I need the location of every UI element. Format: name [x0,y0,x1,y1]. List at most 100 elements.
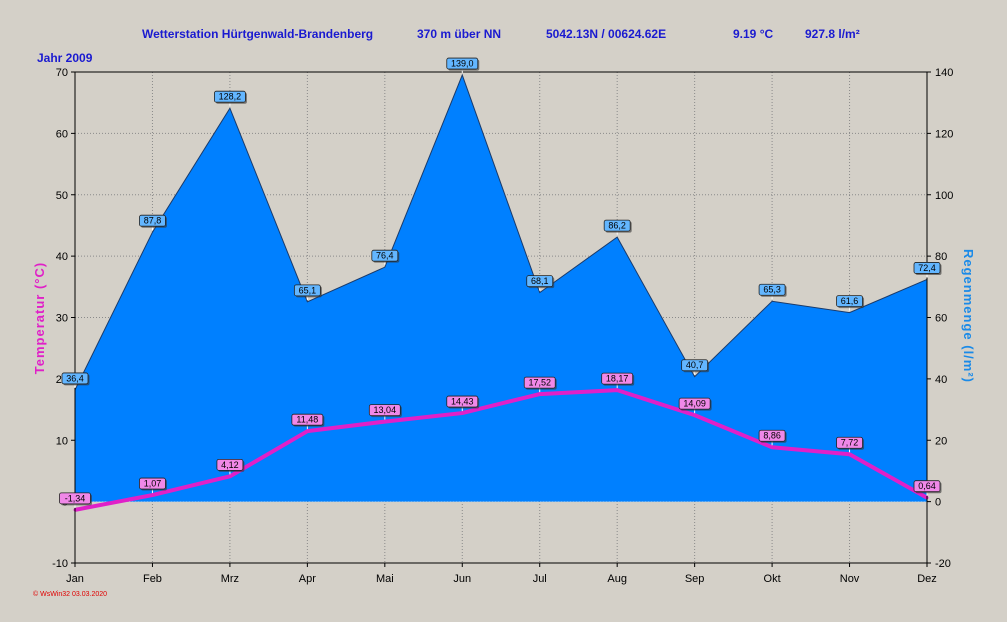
y-right-tick-label: 0 [935,497,941,509]
temperature-point [693,413,697,417]
y-left-tick-label: 30 [56,313,68,325]
temperature-summary: 9.19 °C [733,27,773,41]
temperature-line-series [73,388,929,512]
x-tick-label: Jun [453,573,471,585]
temperature-data-label: 11,48 [296,415,318,425]
x-tick-label: Okt [764,573,781,585]
coordinates-label: 5042.13N / 00624.62E [546,27,666,41]
temperature-data-label-box [216,458,244,471]
rain-data-label-box [293,284,321,297]
temperature-data-label: 8,86 [763,431,781,441]
temperature-data-label-box [59,492,91,505]
temperature-point [150,493,154,497]
temperature-data-label: 4,12 [221,460,239,470]
temperature-data-labels: -1,34 1,07 4,12 11,48 13,04 14,43 17,52 18,17 14… [59,372,942,508]
rain-data-label: 68,1 [531,276,549,286]
y-left-tick-label: 40 [56,251,68,263]
temperature-point [770,445,774,449]
rain-data-label-box [526,275,554,288]
x-tick-label: Apr [299,573,316,585]
y-axis-right-ticks: -20 0 20 40 60 80 100 120 140 [927,67,953,570]
x-tick-label: Sep [685,573,705,585]
y-right-tick-label: 140 [935,67,953,79]
temperature-data-label-box [758,429,786,442]
rain-area-outline [74,73,928,391]
rain-area [75,75,927,502]
rain-data-label-box [758,283,786,296]
rain-data-label: 139,0 [451,59,474,69]
rain-data-label-box [214,90,246,103]
y-left-tick-label: -10 [52,558,68,570]
y-axis-left-title: Temperatur (°C) [32,262,47,374]
year-label: Jahr 2009 [37,51,93,65]
header: Wetterstation Hürtgenwald-Brandenberg 37… [142,27,860,41]
rain-data-label: 87,8 [144,216,162,226]
rain-data-label: 76,4 [376,251,394,261]
temperature-point [460,411,464,415]
rain-data-label: 40,7 [686,360,704,370]
y-left-tick-label: 10 [56,435,68,447]
y-axis-right-title: Regenmenge (l/m²) [961,249,976,383]
rain-data-label: 61,6 [841,296,859,306]
y-right-tick-label: 40 [935,374,947,386]
temperature-data-label-box [523,376,556,389]
rain-data-label-box [61,372,89,385]
temperature-data-label: 0,64 [918,481,936,491]
y-right-tick-label: 80 [935,251,947,263]
y-right-tick-label: 20 [935,435,947,447]
temperature-data-label-box [368,404,401,416]
temperature-line [74,388,928,512]
y-left-tick-label: 60 [56,128,68,140]
y-right-tick-label: -20 [935,558,951,570]
x-tick-label: Mai [376,573,394,585]
temperature-data-label-box [601,372,634,385]
temperature-data-label-box [139,477,166,490]
x-tick-label: Aug [607,573,627,585]
temperature-data-label: 17,52 [528,378,551,388]
rain-data-label: 72,4 [918,263,936,273]
rain-data-label-box [681,359,709,372]
station-title: Wetterstation Hürtgenwald-Brandenberg [142,27,373,41]
rain-data-label-box [371,249,399,262]
y-right-tick-label: 60 [935,313,947,325]
rain-data-label-box [913,262,941,274]
rain-data-label: 128,2 [219,92,242,102]
temperature-point [538,392,542,396]
rain-data-label-box [446,57,479,70]
temperature-data-label: -1,34 [65,493,86,503]
rain-data-label: 36,4 [66,373,84,383]
temperature-data-label-box [836,436,863,449]
temperature-point [383,420,387,424]
rain-data-label-box [139,214,166,227]
rainfall-summary: 927.8 l/m² [805,27,860,41]
rain-area-series [74,73,928,502]
x-axis-ticks: Jan Feb Mrz Apr Mai Jun Jul Aug Sep Okt Nov Dez [66,563,937,585]
temperature-data-label: 1,07 [144,479,162,489]
temperature-data-label-box [913,480,941,493]
rain-data-label: 65,3 [763,285,781,295]
temperature-data-label: 14,43 [451,397,474,407]
x-tick-label: Feb [143,573,162,585]
footer-credit: © WsWin32 03.03.2020 [33,590,107,598]
rain-data-label: 86,2 [608,221,626,231]
temperature-data-label-box [291,413,324,426]
temperature-point [305,429,309,433]
y-right-tick-label: 120 [935,128,953,140]
rain-data-label-box [836,295,863,307]
temperature-data-label: 18,17 [606,374,629,384]
rain-data-label-box [603,219,631,232]
rain-data-label: 65,1 [299,285,317,295]
y-left-tick-label: 50 [56,190,68,202]
temperature-data-label-box [678,397,711,410]
elevation-label: 370 m über NN [417,27,501,41]
rain-data-labels: 36,4 87,8 128,2 65,1 76,4 139,0 68,1 86,2 40,7 65… [61,57,942,388]
x-tick-label: Jan [66,573,84,585]
temperature-point [848,452,852,456]
x-tick-label: Dez [917,573,937,585]
y-left-tick-label: 70 [56,67,68,79]
temperature-data-label: 7,72 [841,438,859,448]
y-right-tick-label: 100 [935,190,953,202]
temperature-data-label: 13,04 [374,405,397,415]
temperature-point [615,388,619,392]
